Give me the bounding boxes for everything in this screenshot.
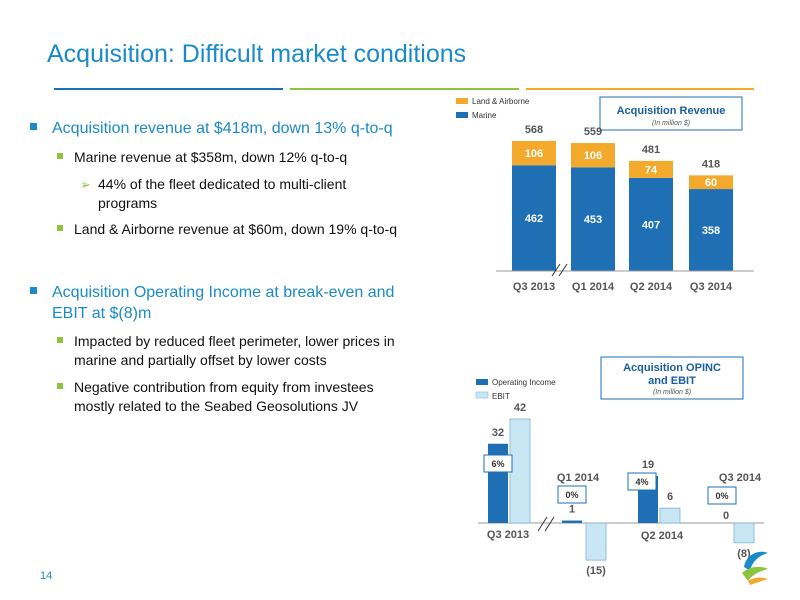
bar-marine [629,177,673,271]
legend-swatch-marine [456,112,468,118]
bar-land-airborne [571,143,615,168]
bar-land-airborne [689,175,733,190]
data-label-land-airborne: 106 [525,148,543,160]
sub-bullet-line-2: mostly related to the Seabed Geosolution… [74,398,359,414]
data-label-total: 559 [584,126,602,138]
data-label-total: 481 [642,144,660,156]
arrow-bullet-icon: ➢ [80,177,91,192]
data-label-total: 418 [702,158,720,170]
title-underline-green [290,88,519,90]
sub-bullet-land-revenue: Land & Airborne revenue at $60m, down 19… [57,220,397,239]
sub-bullet-marine-revenue: Marine revenue at $358m, down 12% q-to-q [57,148,348,167]
sub-bullet-text: Marine revenue at $358m, down 12% q-to-q [74,149,348,165]
bullet-line-1: Acquisition Operating Income at break-ev… [52,284,395,301]
sub-bullet-text: Land & Airborne revenue at $60m, down 19… [74,221,397,237]
sub-sub-bullet-fleet: ➢ 44% of the fleet dedicated to multi-cl… [80,175,347,213]
revenue-title-box [599,96,743,131]
bullet-line-2: EBIT at $(8)m [52,305,152,322]
data-label-land-airborne: 74 [645,164,658,176]
square-bullet-icon [30,123,37,130]
x-tick-label: Q3 2014 [690,281,733,293]
company-logo-icon [742,551,768,585]
data-label-land-airborne: 60 [705,177,717,189]
title-underline-orange [526,88,754,90]
data-label-total: 568 [525,124,543,136]
bullet-text: Acquisition revenue at $418m, down 13% q… [52,120,393,137]
legend-label-land: Land & Airborne [472,97,530,106]
x-tick-label: Q1 2014 [572,281,615,293]
sub-bullet-fleet-perimeter: Impacted by reduced fleet perimeter, low… [57,332,395,370]
sub-bullet-line-2: marine and partially offset by lower cos… [74,352,327,368]
axis-break-mark [558,263,568,277]
data-label-marine: 358 [702,225,720,237]
data-label-marine: 407 [642,219,660,231]
bar-marine [571,167,615,271]
square-bullet-icon [30,287,37,294]
bar-marine [512,165,556,271]
title-underline-blue [54,88,283,90]
page-title: Acquisition: Difficult market conditions [47,40,467,68]
square-bullet-icon [57,225,63,231]
bar-marine [689,189,733,271]
legend-swatch-land [456,98,468,104]
sub-sub-bullet-line-1: 44% of the fleet dedicated to multi-clie… [98,176,347,192]
square-bullet-icon [57,337,63,343]
revenue-chart-subtitle: (In million $) [652,120,690,127]
revenue-chart-title: Acquisition Revenue [617,105,726,117]
data-label-land-airborne: 106 [584,150,602,162]
legend-label-marine: Marine [472,111,497,120]
square-bullet-icon [57,383,63,389]
page-number: 14 [40,570,53,582]
bar-land-airborne [629,160,673,178]
x-tick-label: Q3 2013 [513,281,555,293]
bar-land-airborne [512,141,556,166]
sub-bullet-line-1: Impacted by reduced fleet perimeter, low… [74,333,395,349]
data-label-marine: 453 [584,214,602,226]
sub-bullet-line-1: Negative contribution from equity from i… [74,379,374,395]
bullet-acquisition-opinc: Acquisition Operating Income at break-ev… [30,282,395,324]
sub-bullet-equity-investees: Negative contribution from equity from i… [57,378,374,416]
x-tick-label: Q2 2014 [630,281,673,293]
data-label-marine: 462 [525,213,543,225]
sub-sub-bullet-line-2: programs [98,195,158,211]
bullet-acquisition-revenue: Acquisition revenue at $418m, down 13% q… [30,118,393,139]
square-bullet-icon [57,153,63,159]
axis-break-mark [551,263,561,277]
